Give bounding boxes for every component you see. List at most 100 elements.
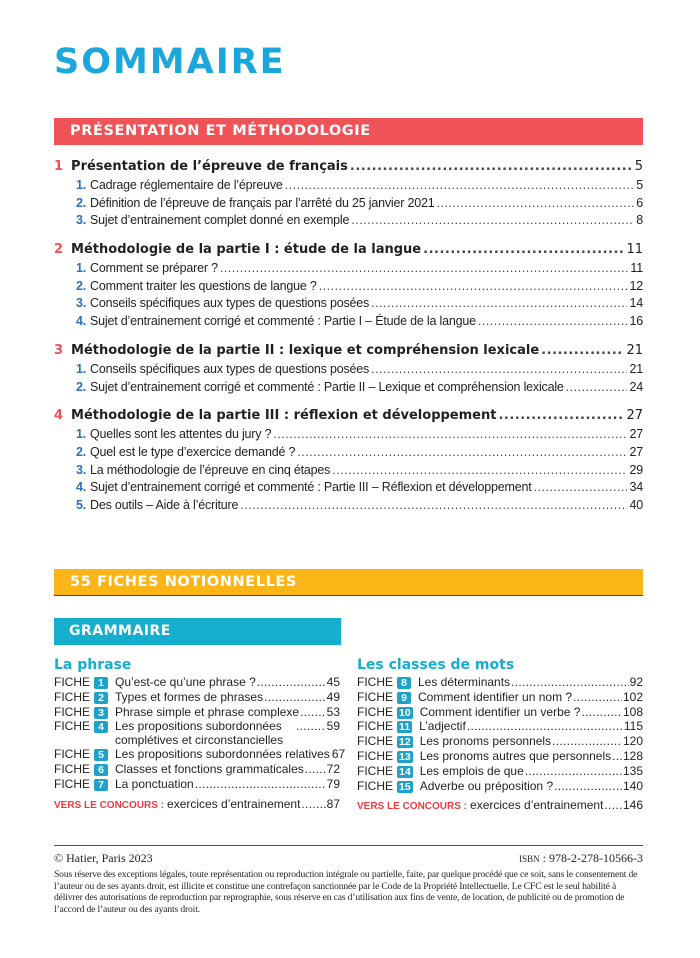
fiche-label: FICHE (357, 689, 393, 704)
fiche-label: FICHE (54, 719, 90, 734)
fiche-title: Classes et fonctions grammaticales (115, 762, 304, 777)
toc-entry[interactable]: 2. Définition de l’épreuve de français pa… (54, 196, 643, 214)
dot-leader (319, 279, 628, 293)
entry-title: Conseils spécifiques aux types de questi… (90, 361, 370, 376)
chapter-gap (54, 231, 643, 242)
toc-chapter[interactable]: 4 Méthodologie de la partie III : réflexi… (54, 408, 643, 427)
toc-entry[interactable]: 2. Sujet d’entrainement corrigé et commen… (54, 380, 643, 398)
fiche-entry[interactable]: FICHE 8 Les déterminants 92 (357, 675, 643, 690)
entry-title: Des outils – Aide à l’écriture (90, 497, 239, 512)
fiche-entry[interactable]: FICHE 5 Les propositions subordonnées rela… (54, 747, 345, 762)
chapter-number: 1 (54, 159, 64, 174)
toc-chapter[interactable]: 1 Présentation de l’épreuve de français 5 (54, 159, 643, 178)
fiche-number-badge: 6 (94, 764, 108, 777)
dot-leader (498, 408, 624, 423)
fiche-label: FICHE (357, 763, 393, 778)
page-number: 27 (629, 444, 643, 459)
entry-title: Sujet d’entrainement complet donné en ex… (90, 213, 350, 228)
fiche-entry[interactable]: FICHE 14 Les emplois de que 135 (357, 764, 643, 779)
dot-leader (305, 762, 326, 776)
vers-title: exercices d’entrainement (167, 796, 301, 811)
toc-entry[interactable]: 3. Sujet d’entrainement complet donné en … (54, 213, 643, 231)
toc-entry[interactable]: 3. Conseils spécifiques aux types de ques… (54, 296, 643, 314)
fiche-entry[interactable]: FICHE 12 Les pronoms personnels 120 (357, 734, 643, 749)
fiche-entry[interactable]: FICHE 3 Phrase simple et phrase complexe 53 (54, 705, 340, 720)
fiche-title: Qu’est-ce qu’une phrase ? (115, 675, 256, 689)
column-title: La phrase (54, 657, 132, 673)
page-number: 27 (626, 408, 643, 424)
entry-title: Définition de l’épreuve de français par … (90, 195, 435, 210)
page-number: 8 (636, 213, 643, 228)
legal-notice: Sous réserve des exceptions légales, tou… (54, 869, 638, 916)
fiche-number-badge: 7 (94, 778, 108, 791)
vers-label: VERS LE CONCOURS : (54, 799, 165, 811)
page-number: 29 (629, 462, 643, 477)
dot-leader (573, 690, 622, 704)
dot-leader (511, 675, 629, 689)
toc-chapter[interactable]: 2 Méthodologie de la partie I : étude de … (54, 242, 643, 261)
fiche-label: FICHE (357, 719, 393, 734)
page-number: 6 (636, 195, 643, 210)
dot-leader (554, 779, 622, 793)
fiche-title: La ponctuation (115, 776, 194, 791)
fiche-entry[interactable]: FICHE 10 Comment identifier un verbe ? 108 (357, 705, 643, 720)
toc-entry[interactable]: 1.Comment se préparer ? 11 (54, 261, 643, 279)
dot-leader (437, 196, 635, 210)
entry-title: Comment traiter les questions de langue … (90, 278, 317, 293)
toc-entry[interactable]: 2.Quel est le type d’exercice demandé ? 2… (54, 445, 643, 463)
fiche-number-badge: 4 (94, 721, 108, 734)
dot-leader (371, 296, 627, 310)
toc-entry[interactable]: 5.Des outils – Aide à l’écriture 40 (54, 498, 643, 516)
entry-title: Sujet d’entrainement corrigé et commenté… (90, 379, 564, 394)
fiche-entry[interactable]: FICHE 1 Qu’est-ce qu’une phrase ? 45 (54, 675, 340, 690)
entry-number: 1. (76, 361, 87, 376)
fiche-entry[interactable]: FICHE 11 L’adjectif 115 (357, 719, 643, 734)
fiche-entry[interactable]: FICHE 15 Adverbe ou préposition ? 140 (357, 779, 643, 794)
dot-leader (478, 314, 628, 328)
dot-leader (552, 734, 622, 748)
page-number: 40 (629, 497, 643, 512)
toc-chapter[interactable]: 3 Méthodologie de la partie II : lexique … (54, 343, 643, 362)
fiche-number-badge: 9 (397, 691, 411, 704)
fiche-title: Types et formes de phrases (115, 689, 264, 704)
column-classes-de-mots: Les classes de mots FICHE 8 Les déterminant… (357, 657, 643, 812)
chapter-title: Présentation de l’épreuve de français (71, 159, 348, 174)
chapter-number: 2 (54, 242, 64, 258)
fiche-label: FICHE (357, 704, 393, 719)
fiche-entry[interactable]: FICHE 6 Classes et fonctions grammaticales… (54, 762, 340, 777)
page-number: 140 (622, 778, 643, 793)
entry-number: 1. (76, 427, 87, 442)
entry-number: 5. (76, 497, 87, 512)
page-number: 92 (629, 675, 643, 689)
fiche-entry[interactable]: FICHE 2 Types et formes de phrases 49 (54, 690, 340, 705)
entry-number: 4. (76, 314, 87, 329)
toc-entry[interactable]: 3. La méthodologie de l’épreuve en cinq é… (54, 463, 643, 481)
fiche-entry[interactable]: FICHE 9 Comment identifier un nom ? 102 (357, 690, 643, 705)
chapter-number: 3 (54, 342, 64, 358)
dot-leader (195, 777, 326, 791)
fiche-entry[interactable]: FICHE 13 Les pronoms autres que personnels… (357, 749, 643, 764)
dot-leader (332, 463, 627, 477)
toc-entry[interactable]: 1. Conseils spécifiques aux types de ques… (54, 362, 643, 380)
fiche-entry[interactable]: FICHE 4 Les propositions subordonnées comp… (54, 719, 340, 747)
entry-number: 3. (76, 213, 87, 228)
fiche-title: Les pronoms autres que personnels (419, 748, 612, 763)
fiche-label: FICHE (54, 689, 90, 704)
column-title: Les classes de mots (357, 657, 515, 673)
chapter-title: Méthodologie de la partie I : étude de l… (71, 242, 422, 258)
vers-le-concours-entry[interactable]: VERS LE CONCOURS : exercices d’entraineme… (54, 797, 340, 811)
page-number: 11 (626, 242, 643, 258)
vers-le-concours-entry[interactable]: VERS LE CONCOURS : exercices d’entraineme… (357, 798, 643, 812)
toc-entry[interactable]: 4. Sujet d’entrainement corrigé et commen… (54, 314, 643, 332)
copyright: © Hatier, Paris 2023 (54, 851, 153, 865)
dot-leader (297, 445, 627, 459)
page-number: 128 (622, 748, 643, 763)
toc-entry[interactable]: 2. Comment traiter les questions de langu… (54, 279, 643, 297)
toc-entry[interactable]: 4. Sujet d’entrainement corrigé et commen… (54, 480, 643, 498)
dot-leader (371, 362, 627, 376)
fiche-entry[interactable]: FICHE 7 La ponctuation 79 (54, 777, 340, 792)
toc-entry[interactable]: 1.Cadrage réglementaire de l’épreuve 5 (54, 178, 643, 196)
page-number: 34 (629, 480, 643, 495)
toc-entry[interactable]: 1.Quelles sont les attentes du jury ? 27 (54, 427, 643, 445)
